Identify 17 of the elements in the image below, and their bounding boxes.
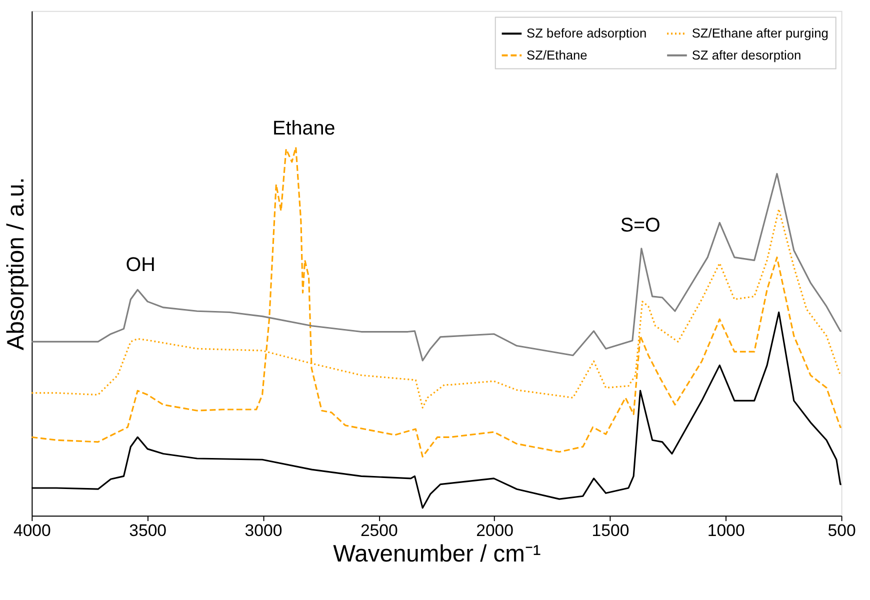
legend-label: SZ before adsorption (526, 26, 647, 41)
x-tick-label: 500 (828, 520, 856, 540)
annotation: S=O (620, 214, 660, 237)
x-tick-label: 2500 (360, 520, 398, 540)
x-tick-label: 2000 (476, 520, 514, 540)
legend-label: SZ/Ethane (526, 47, 588, 62)
x-tick-label: 3000 (244, 520, 282, 540)
x-tick-label: 1500 (592, 520, 630, 540)
x-tick-label: 3500 (129, 520, 167, 540)
legend-label: SZ after desorption (692, 47, 802, 62)
x-axis-title: Wavenumber / cm⁻¹ (333, 540, 541, 568)
annotation: OH (126, 254, 156, 276)
text: Ethane (272, 118, 336, 140)
y-axis-title: Absorption / a.u. (2, 177, 30, 350)
x-tick-label: 4000 (13, 520, 51, 540)
x-tick-label: 1000 (707, 520, 745, 540)
legend-label: SZ/Ethane after purging (692, 26, 828, 41)
